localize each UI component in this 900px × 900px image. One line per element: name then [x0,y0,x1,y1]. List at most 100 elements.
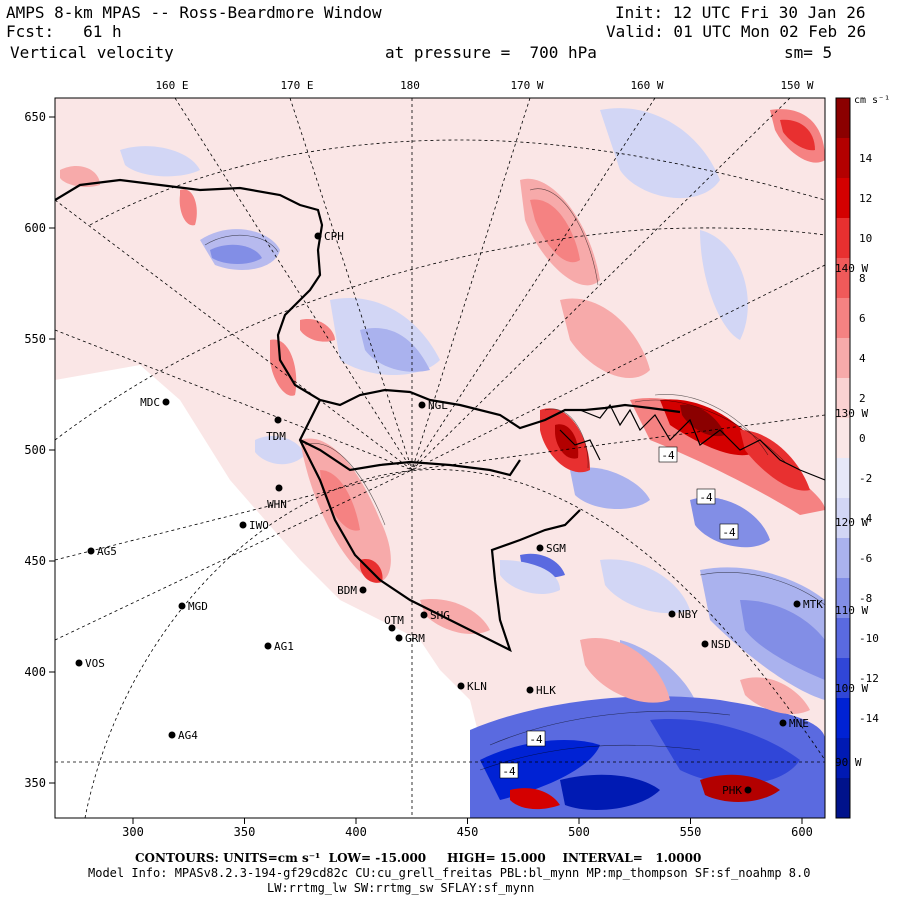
lat-lon-grid [55,98,825,818]
station-label: SHG [430,609,450,622]
station-dot [168,731,176,739]
colorbar-swatch [836,178,850,219]
station-label: VOS [85,657,105,670]
station-label: NBY [678,608,698,621]
station-nsd[interactable]: NSD [701,638,731,651]
colorbar-label: 8 [859,272,866,285]
station-label: MNE [789,717,809,730]
field-name: Vertical velocity [10,43,174,62]
station-dot [162,398,170,406]
x-tick-label: 550 [680,825,702,839]
lon-label-side: 130 W [835,407,868,420]
contour-info: CONTOURS: UNITS=cm s⁻¹ LOW= -15.000 HIGH… [135,851,702,865]
colorbar-label: 0 [859,432,866,445]
colorbar-swatch [836,298,850,339]
forecast-hour: Fcst: 61 h [6,22,122,41]
colorbar-label: -2 [859,472,872,485]
station-ag4[interactable]: AG4 [168,729,199,742]
station-label: AG4 [178,729,198,742]
colorbar-label: -12 [859,672,879,685]
station-dot [275,484,283,492]
x-tick-label: 450 [457,825,479,839]
station-ag1[interactable]: AG1 [264,640,294,653]
station-dot [701,640,709,648]
station-ngl[interactable]: NGL [418,399,449,412]
station-cph[interactable]: CPH [314,230,344,243]
y-tick-label: 500 [24,443,46,457]
station-ag5[interactable]: AG5 [87,545,117,558]
colorbar-label: -10 [859,632,879,645]
colorbar-units: cm s⁻¹ [854,95,890,106]
station-hlk[interactable]: HLK [526,684,557,697]
colorbar-label: 2 [859,392,866,405]
x-tick-label: 500 [568,825,590,839]
colorbar-swatch [836,138,850,179]
station-label: AG1 [274,640,294,653]
station-dot [75,659,83,667]
station-dot [388,624,396,632]
station-vos[interactable]: VOS [75,657,105,670]
colorbar-swatch [836,698,850,739]
colorbar-swatch [836,578,850,619]
station-phk[interactable]: PHK [722,784,752,797]
plot-frame [54,97,826,819]
contour-label: -4 [502,765,516,778]
physics-info: LW:rrtmg_lw SW:rrtmg_sw SFLAY:sf_mynn [267,881,535,895]
contour-label: -4 [661,449,675,462]
station-dot [779,719,787,727]
station-label: SGM [546,542,566,555]
colorbar-label: 6 [859,312,866,325]
station-mne[interactable]: MNE [779,717,809,730]
colorbar-swatch [836,498,850,539]
station-label: GRM [405,632,425,645]
contour-lines [204,188,825,771]
lon-label-top: 160 W [630,79,663,92]
colorbar-label: -14 [859,712,879,725]
station-label: PHK [722,784,742,797]
colorbar-label: 12 [859,192,872,205]
y-tick-label: 450 [24,554,46,568]
colorbar-swatch [836,658,850,699]
station-bdm[interactable]: BDM [337,584,367,597]
colorbar-swatch [836,738,850,779]
station-mtk[interactable]: MTK [793,598,824,611]
station-dot [526,686,534,694]
colorbar-label: 4 [859,352,866,365]
valid-time: Valid: 01 UTC Mon 02 Feb 26 [606,22,867,41]
init-time: Init: 12 UTC Fri 30 Jan 26 [615,3,866,22]
colorbar-label: -8 [859,592,872,605]
station-sgm[interactable]: SGM [536,542,567,555]
x-tick-label: 400 [345,825,367,839]
lon-label-side: 110 W [835,604,868,617]
station-kln[interactable]: KLN [457,680,487,693]
station-tdm[interactable]: TDM [266,416,286,444]
longitude-labels: 160 E 170 E 180 170 W 160 W 150 W 140 W 130 W 12… [155,79,868,769]
colorbar-label: -6 [859,552,872,565]
smoothing: sm= 5 [784,43,833,62]
y-tick-label: 650 [24,110,46,124]
station-dot [744,786,752,794]
lon-label-top: 180 [400,79,420,92]
axes: 300 350 400 450 500 550 600 650 600 550 500 450 400 3… [24,110,813,839]
station-shg[interactable]: SHG [420,609,450,622]
station-label: BDM [337,584,357,597]
contour-label-box [499,762,519,779]
station-dot [264,642,272,650]
station-mgd[interactable]: MGD [178,600,208,613]
station-otm[interactable]: OTM [384,614,404,632]
x-tick-label: 300 [122,825,144,839]
station-whn[interactable]: WHN [267,484,287,512]
station-iwo[interactable]: IWO [239,519,269,532]
station-grm[interactable]: GRM [395,632,426,645]
colorbar-swatch [836,418,850,459]
station-label: MGD [188,600,208,613]
station-label: NSD [711,638,731,651]
lon-label-top: 170 E [280,79,313,92]
coastline-detail [559,403,825,481]
station-nby[interactable]: NBY [668,608,699,621]
station-label: AG5 [97,545,117,558]
station-dot [536,544,544,552]
colorbar-swatch [836,218,850,259]
station-mdc[interactable]: MDC [140,396,170,409]
y-tick-label: 600 [24,221,46,235]
